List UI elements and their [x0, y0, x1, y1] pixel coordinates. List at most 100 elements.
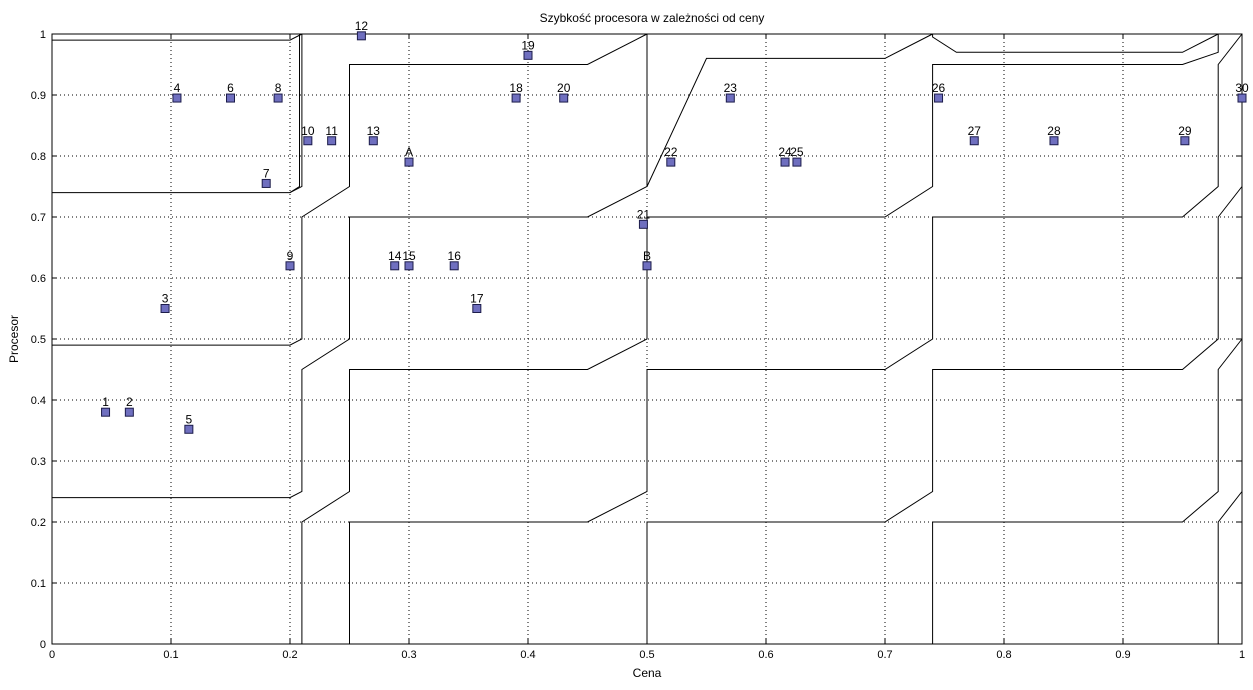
x-tick-label: 0.5	[639, 649, 654, 661]
data-point-marker	[1180, 136, 1190, 146]
data-point-label: 8	[275, 81, 282, 95]
x-axis-ticks: 0 0.1 0.2 0.3 0.4 0.5 0.6 0.7 0.8 0.9 1	[49, 34, 1245, 661]
data-point-marker	[511, 93, 521, 103]
data-point-label: 15	[402, 249, 416, 263]
data-point-label: 18	[509, 81, 523, 95]
y-tick-label: 0.7	[31, 212, 46, 224]
x-axis-label: Cena	[633, 666, 662, 680]
data-point-label: 17	[470, 292, 484, 306]
data-point-marker	[356, 31, 366, 41]
data-point-marker	[472, 304, 482, 313]
data-point-label: 9	[287, 249, 294, 263]
region-boundary-line	[932, 33, 1219, 53]
chart-title: Szybkość procesora w zależności od ceny	[540, 11, 765, 25]
region-boundary-line	[52, 34, 648, 499]
y-tick-label: 0.4	[31, 395, 46, 407]
x-tick-label: 0.9	[1115, 649, 1130, 661]
y-tick-label: 0.5	[31, 334, 46, 346]
y-tick-label: 0.6	[31, 273, 46, 285]
region-boundary-line	[349, 33, 1243, 644]
y-tick-label: 0.9	[31, 90, 46, 102]
data-point-marker	[725, 93, 735, 103]
region-boundary-line	[932, 338, 1243, 644]
region-boundary-line	[301, 34, 1219, 644]
data-point-label: 2	[126, 395, 133, 409]
data-point-marker	[666, 157, 676, 167]
data-point-label: 22	[664, 145, 678, 159]
data-point-label: 23	[724, 81, 738, 95]
data-point-marker	[160, 304, 170, 313]
x-tick-label: 0.6	[758, 649, 773, 661]
data-point-label: 24	[778, 145, 792, 159]
region-boundaries	[52, 33, 1243, 644]
y-tick-label: 0.8	[31, 151, 46, 163]
data-point-label: 5	[186, 412, 193, 426]
x-tick-label: 0.4	[520, 649, 535, 661]
data-point-marker	[780, 157, 790, 167]
data-point-marker	[303, 136, 313, 146]
y-tick-label: 0.3	[31, 456, 46, 468]
x-tick-label: 0.2	[282, 649, 297, 661]
data-point-marker	[934, 93, 944, 103]
region-boundary-line	[52, 34, 300, 194]
data-point-marker	[559, 93, 569, 103]
data-point-marker	[124, 407, 134, 417]
data-point-label: 7	[263, 166, 270, 180]
data-point-marker	[261, 178, 271, 188]
data-point-label: 4	[174, 81, 181, 95]
data-point-marker	[327, 136, 337, 146]
region-boundary-line	[1217, 491, 1243, 644]
y-tick-label: 0	[40, 639, 46, 651]
x-tick-label: 0.1	[163, 649, 178, 661]
data-point-marker	[523, 50, 533, 60]
region-boundary-line	[52, 33, 303, 41]
region-boundary-line	[646, 33, 933, 187]
x-tick-label: 1	[1239, 649, 1245, 661]
x-tick-label: 0.3	[401, 649, 416, 661]
y-tick-label: 0.1	[31, 578, 46, 590]
data-point-marker	[1049, 136, 1059, 146]
data-point-label: 13	[367, 124, 381, 138]
data-point-marker	[184, 424, 194, 434]
data-point-label: 11	[325, 124, 338, 138]
data-point-marker	[285, 261, 295, 271]
data-point-marker	[172, 93, 182, 103]
data-point-label: A	[405, 145, 413, 159]
data-point-marker	[404, 157, 414, 167]
data-point-label: 29	[1178, 124, 1192, 138]
x-tick-label: 0	[49, 649, 55, 661]
data-point-marker	[792, 157, 802, 167]
region-boundary-line	[646, 186, 1243, 644]
data-point-marker	[226, 93, 235, 103]
data-point-label: 3	[162, 292, 169, 306]
data-point-marker	[638, 219, 648, 229]
y-tick-label: 1	[40, 29, 46, 41]
data-point-label: 14	[388, 249, 402, 263]
x-tick-label: 0.7	[877, 649, 892, 661]
data-point-label: 20	[557, 81, 571, 95]
data-point-label: 26	[932, 81, 946, 95]
data-point-marker	[1237, 93, 1247, 103]
y-axis-label: Procesor	[7, 315, 21, 363]
data-point-label: 25	[790, 145, 804, 159]
data-point-label: 12	[355, 19, 369, 33]
data-point-label: 27	[968, 124, 982, 138]
data-point-marker	[404, 261, 414, 271]
data-point-label: 21	[637, 207, 651, 221]
data-point-marker	[642, 261, 652, 271]
data-point-label: B	[643, 249, 651, 263]
data-point-label: 16	[448, 249, 462, 263]
data-point-label: 19	[521, 38, 535, 52]
data-point-marker	[390, 261, 400, 271]
x-tick-label: 0.8	[996, 649, 1011, 661]
data-point-marker	[101, 407, 111, 417]
data-point-label: 30	[1235, 81, 1249, 95]
data-point-label: 28	[1047, 124, 1061, 138]
y-axis-ticks: 0 0.1 0.2 0.3 0.4 0.5 0.6 0.7 0.8 0.9 1	[31, 29, 1242, 651]
data-point-label: 1	[102, 395, 109, 409]
data-point-marker	[368, 136, 378, 146]
y-tick-label: 0.2	[31, 517, 46, 529]
data-point-label: 6	[227, 81, 234, 95]
data-point-marker	[969, 136, 979, 146]
